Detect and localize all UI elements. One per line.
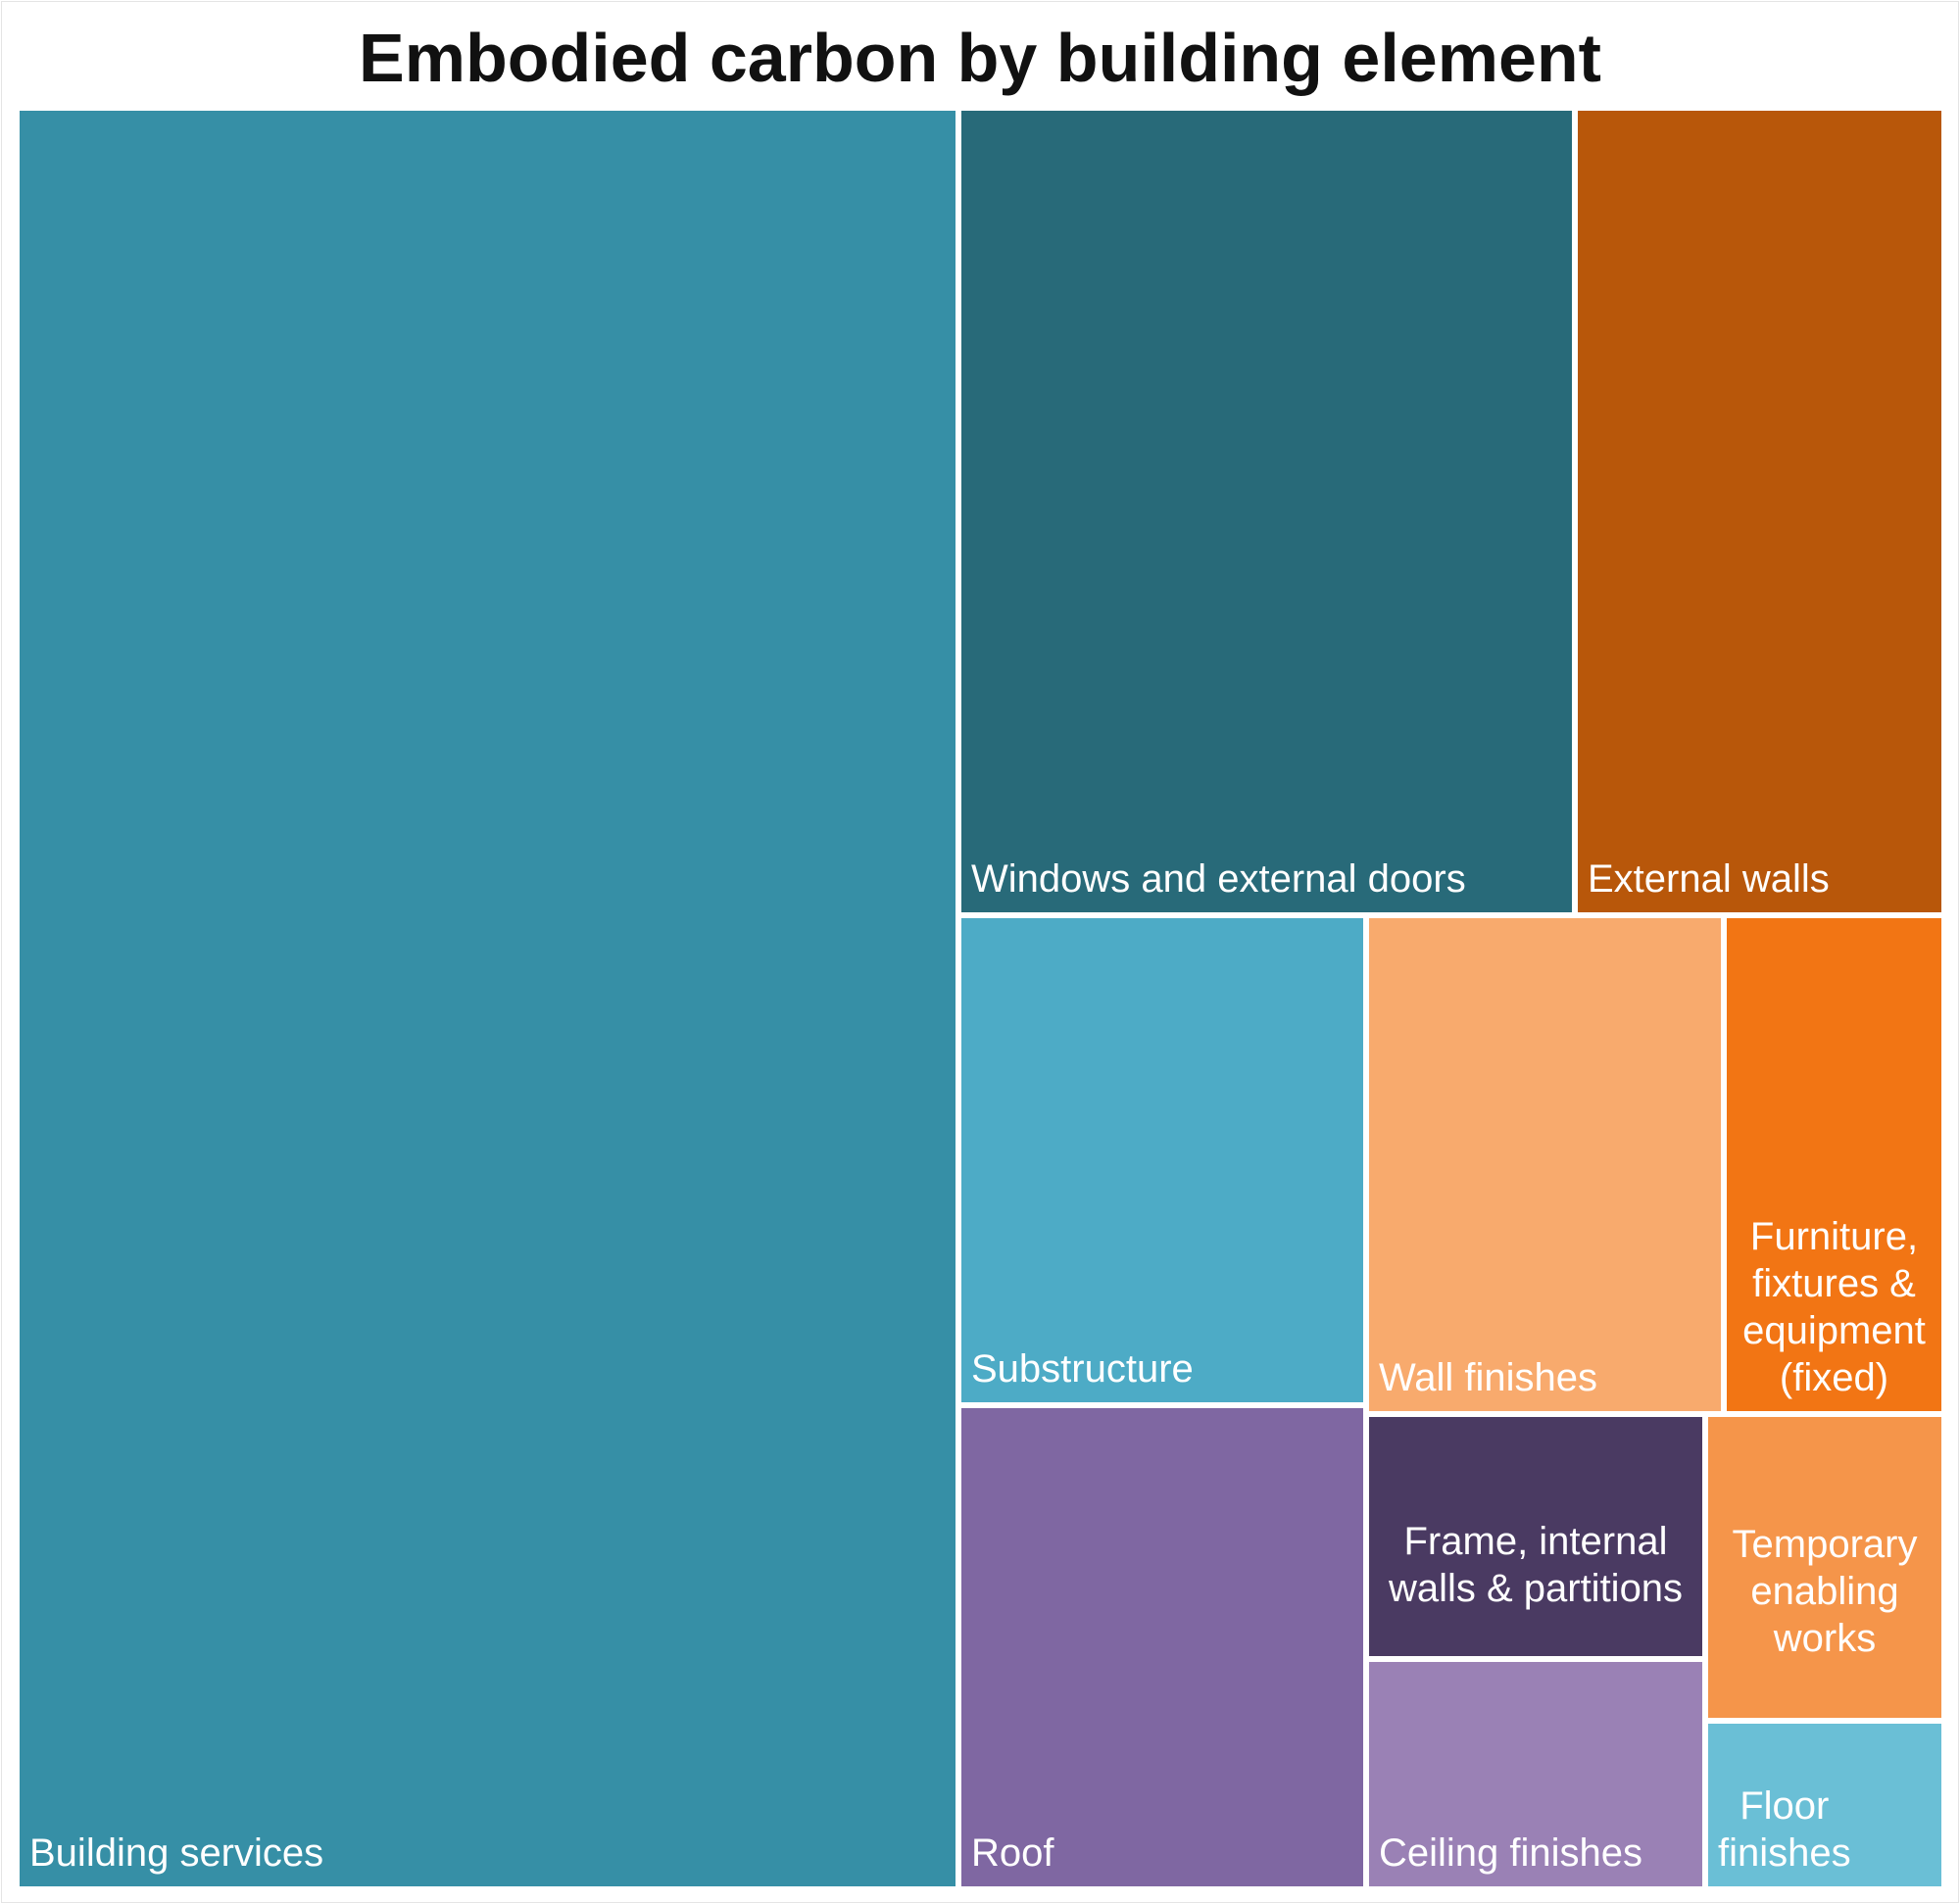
label-windows-and-external-doors: Windows and external doors bbox=[971, 857, 1466, 901]
treemap: Building services Windows and external d… bbox=[17, 108, 1944, 1889]
label-roof: Roof bbox=[971, 1831, 1054, 1875]
cell-building-services: Building services bbox=[17, 108, 958, 1889]
label-building-services: Building services bbox=[29, 1831, 324, 1875]
cell-floor-finishes: Floor finishes bbox=[1705, 1721, 1944, 1889]
cell-roof: Roof bbox=[958, 1405, 1366, 1889]
cell-frame-internal-walls-partitions: Frame, internal walls & partitions bbox=[1366, 1414, 1705, 1659]
chart-title: Embodied carbon by building element bbox=[359, 20, 1601, 96]
cell-furniture-fixtures-equipment: Furniture, fixtures & equipment (fixed) bbox=[1724, 915, 1944, 1414]
label-furniture-fixtures-equipment: Furniture, fixtures & equipment (fixed) bbox=[1742, 1215, 1926, 1399]
cell-temporary-enabling-works: Temporary enabling works bbox=[1705, 1414, 1944, 1721]
label-frame-internal-walls-partitions: Frame, internal walls & partitions bbox=[1388, 1520, 1684, 1611]
label-temporary-enabling-works: Temporary enabling works bbox=[1732, 1523, 1918, 1661]
cell-substructure: Substructure bbox=[958, 915, 1366, 1405]
label-ceiling-finishes: Ceiling finishes bbox=[1379, 1831, 1643, 1875]
label-floor-finishes: Floor finishes bbox=[1718, 1784, 1851, 1875]
label-external-walls: External walls bbox=[1588, 857, 1830, 901]
cell-ceiling-finishes: Ceiling finishes bbox=[1366, 1659, 1705, 1889]
cell-external-walls: External walls bbox=[1575, 108, 1944, 915]
cell-windows-and-external-doors: Windows and external doors bbox=[958, 108, 1575, 915]
label-substructure: Substructure bbox=[971, 1347, 1194, 1391]
label-wall-finishes: Wall finishes bbox=[1379, 1356, 1598, 1399]
cell-wall-finishes: Wall finishes bbox=[1366, 915, 1724, 1414]
